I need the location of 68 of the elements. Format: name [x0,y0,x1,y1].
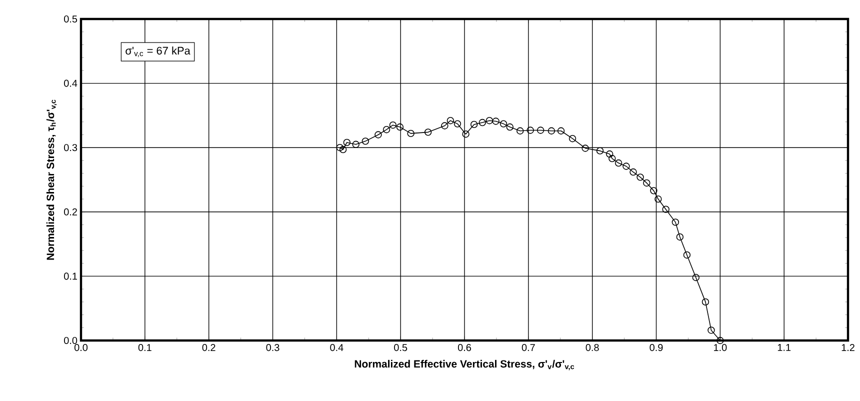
point [470,120,478,128]
point [382,126,390,134]
y-tick-label: 0.1 [64,272,78,280]
annotation: σ'$_{v,c}$ = 67 kPa [126,46,190,58]
x-tick-label: 0.4 [330,344,344,352]
point [692,274,700,282]
point [676,233,684,241]
point [557,127,565,134]
point [536,126,544,134]
point [630,168,637,176]
point [702,298,710,306]
point [614,159,622,167]
point [407,130,414,138]
x-tick-label: 0.5 [394,344,408,352]
point [606,150,614,158]
point [506,123,514,131]
point [486,116,494,124]
y-tick-label: 0.3 [64,144,78,152]
point [336,144,344,152]
y-axis-title: Normalized Shear Stress, τ$_{h}$/σ'$_{v,c}$ [46,100,57,260]
point [352,140,360,148]
point [343,138,350,146]
point [374,131,382,138]
point [622,162,630,170]
x-tick-label: 0.7 [522,344,535,352]
point [526,126,534,134]
point [424,128,432,136]
point [548,127,556,134]
y-tick-label: 0.5 [64,15,78,23]
point [662,206,670,213]
x-tick-label: 0.8 [586,344,599,352]
x-tick-label: 1.2 [842,344,854,351]
point [582,144,589,152]
x-tick-label: 1.1 [778,344,791,351]
x-tick-label: 0.0 [74,344,88,352]
x-tick-label: 0.3 [266,344,280,352]
point [492,118,500,125]
x-tick-label: 0.1 [138,344,152,352]
point [396,123,404,131]
point [454,120,462,128]
x-tick-label: 1.0 [714,344,727,352]
point [362,138,370,145]
y-tick-label: 0.0 [64,336,78,344]
point [650,187,658,194]
x-tick-label: 0.2 [202,344,216,352]
point [389,121,397,129]
point [568,135,576,142]
y-tick-label: 0.2 [64,208,77,216]
point [654,195,662,203]
point [608,154,616,162]
point [462,130,470,138]
x-axis-title: Normalized Effective Vertical Stress, σ'$_{v}$/σ'$_{v,c}$ [354,360,574,370]
point [441,122,448,130]
point [636,174,644,181]
point [708,326,715,334]
point [446,116,454,124]
point [516,127,524,134]
point [643,179,650,187]
point [478,118,486,126]
x-tick-label: 0.9 [650,344,663,352]
x-tick-label: 0.6 [458,344,471,352]
point [339,146,347,154]
point [683,251,691,259]
point [500,120,508,128]
point [672,218,680,226]
y-tick-label: 0.4 [64,80,78,87]
point [596,147,604,154]
point [716,336,724,344]
